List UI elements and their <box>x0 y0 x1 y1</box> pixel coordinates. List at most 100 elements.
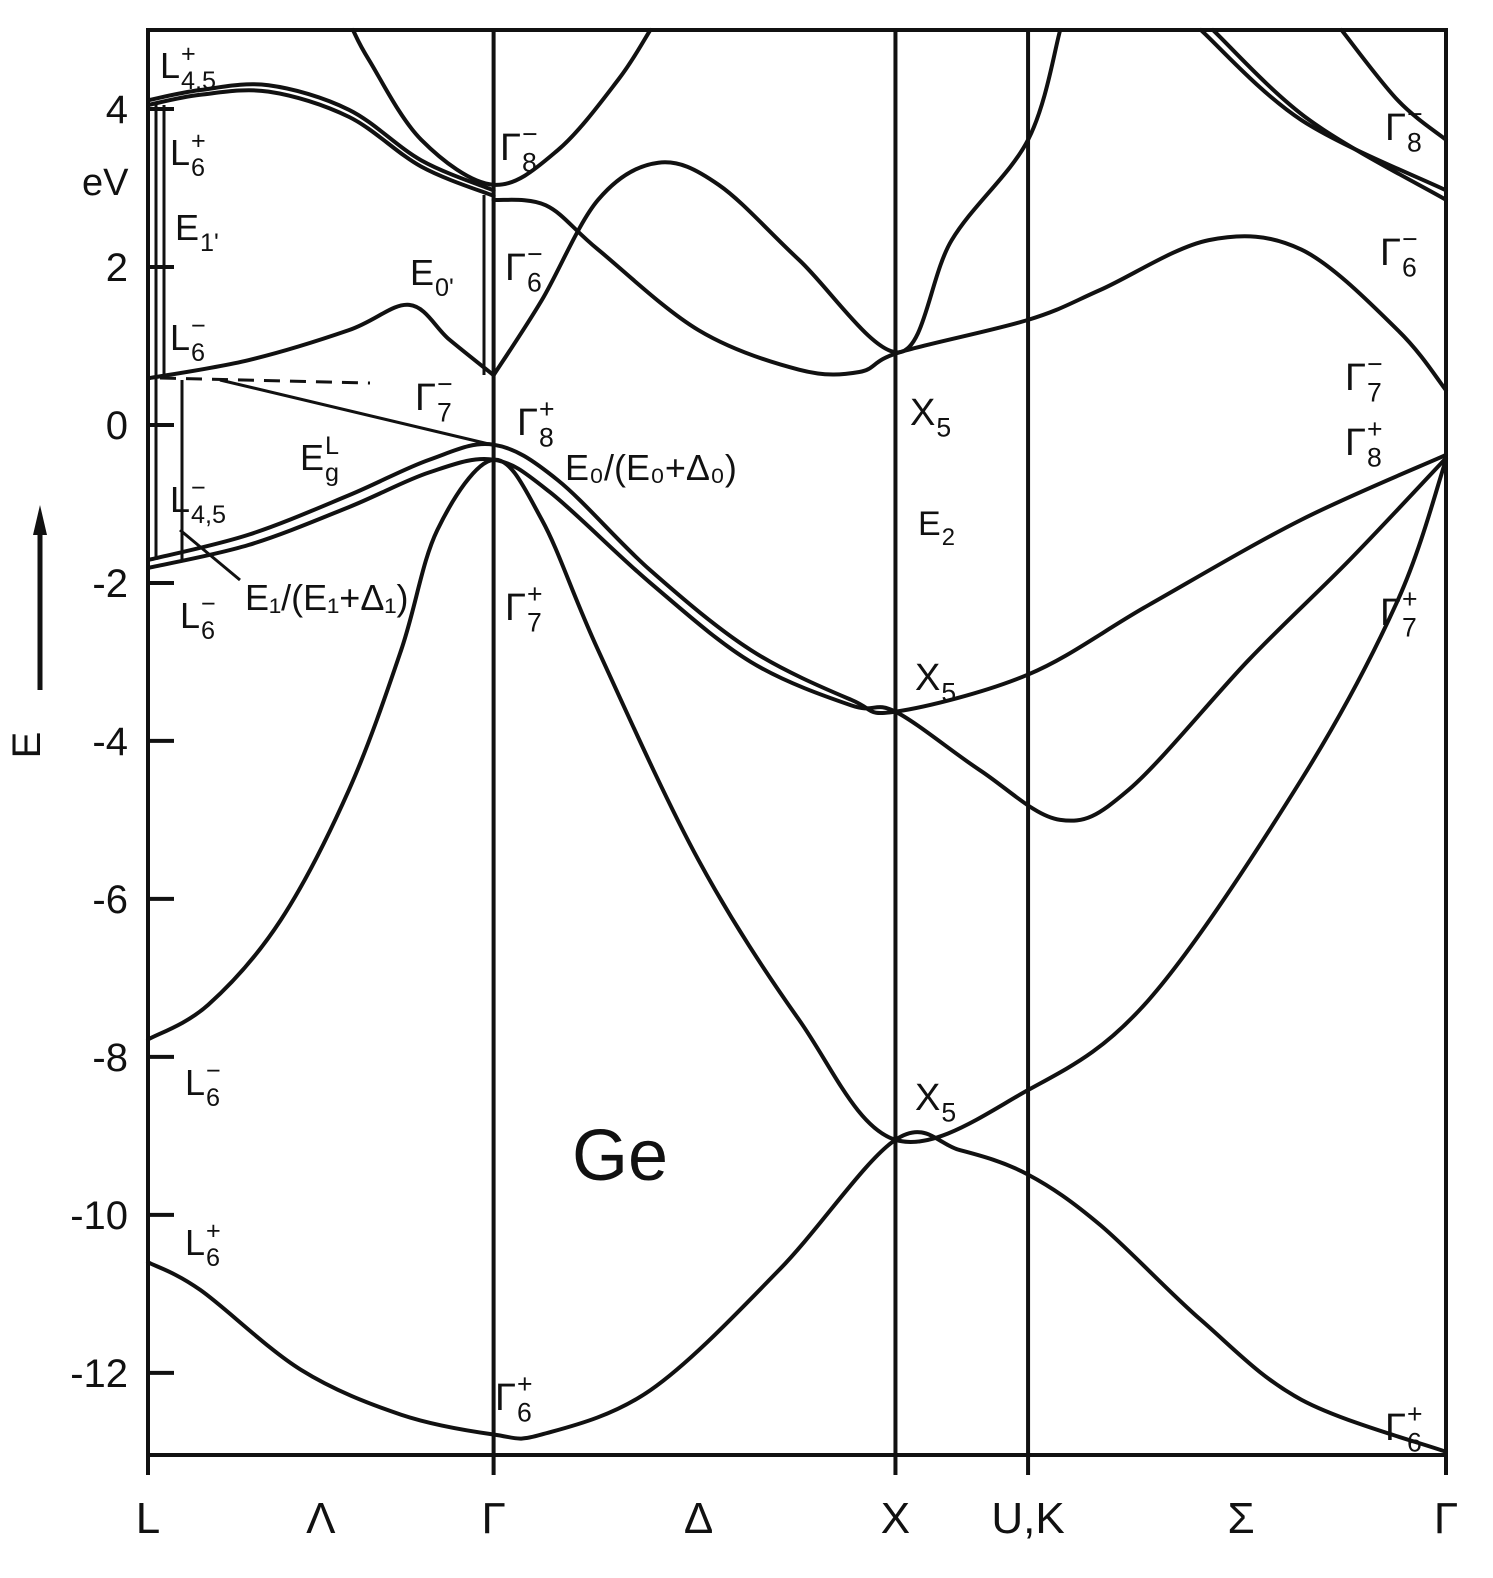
annotation-sub: 6 <box>1402 252 1417 282</box>
x-tick-label: Γ <box>481 1494 505 1543</box>
annotation-sub: 6 <box>206 1244 220 1272</box>
annotation-sup: − <box>201 590 216 618</box>
annotation-sup: + <box>1402 584 1418 614</box>
band <box>146 1130 1448 1454</box>
annotation: Γ <box>1345 357 1366 399</box>
band <box>350 28 653 187</box>
annotation-sub: 6 <box>527 267 542 297</box>
annotation: X <box>915 657 940 699</box>
annotation-sub: 8 <box>539 422 554 452</box>
band <box>146 457 1448 1144</box>
y-arrow-head <box>33 505 47 535</box>
y-tick-label: -12 <box>70 1352 128 1396</box>
band <box>146 88 496 198</box>
band <box>1339 28 1448 142</box>
band <box>146 442 1448 716</box>
annotation: Γ <box>415 377 436 419</box>
annotation: E <box>175 207 199 248</box>
annotation: L <box>160 45 180 86</box>
annotation: E <box>410 252 434 293</box>
annotation: X <box>915 1077 940 1119</box>
annotation-sub: 8 <box>1407 127 1422 157</box>
y-tick-label: 2 <box>106 246 128 290</box>
annotation-sup: − <box>437 369 453 399</box>
y-unit: eV <box>82 162 129 204</box>
annotation-sub: 5 <box>941 1097 956 1127</box>
annotation-sup: + <box>527 579 543 609</box>
annotation-sup: − <box>527 239 543 269</box>
annotation-sub: 4,5 <box>181 67 216 95</box>
guide-line <box>219 378 494 447</box>
annotation-sup: L <box>325 432 339 460</box>
annotation-sup: + <box>539 394 555 424</box>
annotation-sub: 5 <box>941 677 956 707</box>
annotation-sub: 0' <box>435 274 454 302</box>
band <box>1198 28 1448 193</box>
annotation-sub: 6 <box>1407 1427 1422 1457</box>
annotation-sup: + <box>191 127 206 155</box>
annotation-sup: − <box>1367 349 1383 379</box>
annotation: L <box>180 595 200 636</box>
x-tick-label: L <box>136 1494 160 1543</box>
band <box>146 456 1448 823</box>
annotation-sub: 5 <box>936 412 951 442</box>
branch-label: Δ <box>684 1494 713 1543</box>
y-axis-label: E <box>5 732 49 759</box>
band <box>1210 28 1448 202</box>
annotation: Γ <box>505 587 526 629</box>
annotation-sup: + <box>181 40 196 68</box>
y-tick-label: -8 <box>92 1036 128 1080</box>
annotation-sub: 7 <box>437 397 452 427</box>
annotation: Γ <box>1385 1407 1406 1449</box>
annotation: L <box>185 1222 205 1263</box>
y-tick-label: -4 <box>92 720 128 764</box>
transition-guides <box>154 105 494 582</box>
annotation-sup: − <box>1407 99 1423 129</box>
annotation-sup: + <box>1367 414 1383 444</box>
x-tick-label: U,K <box>991 1494 1064 1543</box>
annotation-sup: − <box>1402 224 1418 254</box>
band <box>146 82 496 193</box>
y-tick-label: -6 <box>92 878 128 922</box>
branch-label: Σ <box>1227 1494 1254 1543</box>
annotation: Γ <box>505 247 526 289</box>
annotation: L <box>170 479 190 520</box>
plot-frame <box>146 28 1448 1457</box>
annotation-sub: 8 <box>1367 442 1382 472</box>
annotation-sup: − <box>191 312 206 340</box>
annotation-sub: 4,5 <box>191 501 226 529</box>
annotation: Γ <box>495 1377 516 1419</box>
annotation-sub: 7 <box>1367 377 1382 407</box>
annotation-sub: 1' <box>200 229 219 257</box>
y-tick-label: 4 <box>106 88 128 132</box>
annotation-sup: − <box>206 1057 221 1085</box>
annotation-sub: 6 <box>517 1397 532 1427</box>
band <box>146 302 496 381</box>
annotation: Γ <box>517 402 538 444</box>
annotation-sub: 6 <box>191 154 205 182</box>
annotation: E <box>300 437 324 478</box>
annotation-sub: 6 <box>201 617 215 645</box>
annotation: Γ <box>500 127 521 169</box>
branch-label: Λ <box>306 1494 336 1543</box>
annotation: L <box>185 1062 205 1103</box>
annotation: E <box>918 505 941 543</box>
annotation-sub: 6 <box>206 1084 220 1112</box>
annotation-sub: 8 <box>522 147 537 177</box>
x-tick-label: X <box>881 1494 910 1543</box>
annotation: Γ <box>1380 592 1401 634</box>
annotation: E₁/(E₁+Δ₁) <box>245 577 409 618</box>
annotation-sub: 7 <box>527 607 542 637</box>
annotation-sup: + <box>1407 1399 1423 1429</box>
band <box>491 28 1063 378</box>
annotation: L <box>170 132 190 173</box>
annotation: E₀/(E₀+Δ₀) <box>565 447 737 488</box>
annotation: L <box>170 317 190 358</box>
annotation-sub: 7 <box>1402 612 1417 642</box>
band <box>491 197 1448 393</box>
annotation-sub: g <box>325 459 339 487</box>
guide-line <box>159 376 371 385</box>
annotation: X <box>910 392 935 434</box>
annotation-sub: 6 <box>191 339 205 367</box>
